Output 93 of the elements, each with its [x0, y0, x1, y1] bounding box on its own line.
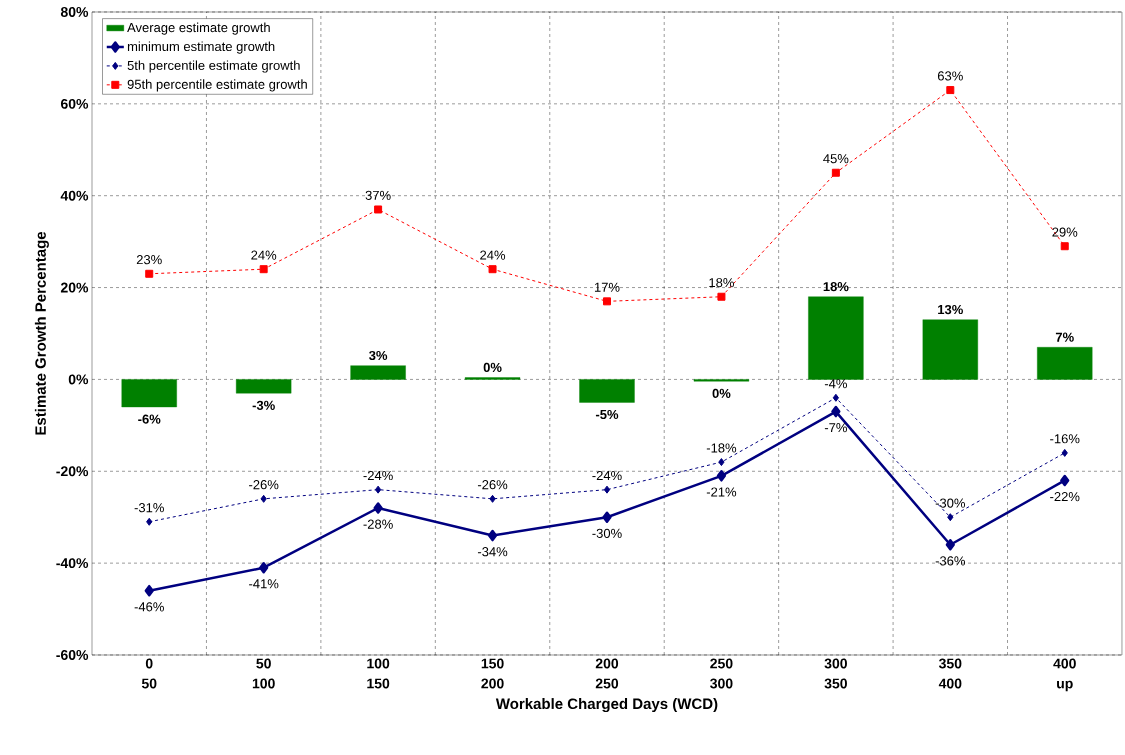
- bar: [1037, 347, 1093, 380]
- data-label: -28%: [363, 519, 393, 529]
- point: [946, 86, 955, 95]
- point: [945, 539, 955, 551]
- point: [717, 292, 726, 301]
- data-label: 18%: [709, 278, 734, 288]
- point: [374, 485, 382, 494]
- point: [488, 265, 497, 274]
- data-label: 18%: [823, 282, 849, 292]
- y-tick-label: -20%: [56, 466, 89, 477]
- data-label: -46%: [134, 602, 164, 612]
- bar: [579, 379, 635, 403]
- point: [487, 529, 498, 542]
- point: [718, 458, 725, 467]
- data-label: -24%: [363, 470, 393, 481]
- y-tick-label: 80%: [60, 7, 89, 17]
- data-label: -36%: [935, 556, 966, 566]
- data-label: -26%: [477, 480, 508, 490]
- x-tick-label: 50 100: [252, 658, 275, 689]
- data-label: -18%: [706, 443, 737, 453]
- point: [489, 494, 496, 503]
- x-tick-label: 150 200: [481, 658, 504, 689]
- point: [146, 517, 153, 526]
- x-tick-label: 200 250: [595, 658, 619, 689]
- y-tick-label: 0%: [68, 374, 89, 385]
- data-label: -26%: [249, 480, 279, 490]
- bar: [121, 379, 177, 408]
- data-label: -30%: [592, 528, 622, 538]
- bar: [808, 296, 864, 380]
- data-label: 3%: [369, 350, 388, 361]
- point: [259, 265, 268, 274]
- data-label: -21%: [706, 487, 737, 497]
- point: [259, 561, 269, 574]
- data-label: -7%: [824, 423, 847, 433]
- point: [716, 470, 727, 482]
- data-label: 37%: [365, 190, 391, 200]
- data-label: 13%: [938, 304, 963, 315]
- data-label: 24%: [251, 250, 277, 260]
- data-label: -16%: [1050, 434, 1080, 444]
- x-tick-label: 300 350: [824, 658, 847, 689]
- x-tick-label: 0 50: [141, 658, 157, 689]
- data-label: -3%: [252, 400, 275, 410]
- data-label: 7%: [1055, 332, 1074, 342]
- data-label: 17%: [594, 282, 620, 292]
- x-axis-title: Workable Charged Days (WCD): [495, 698, 718, 713]
- data-label: 0%: [712, 388, 731, 398]
- data-label: -31%: [134, 503, 164, 513]
- y-tick-label: 40%: [60, 190, 89, 201]
- point: [602, 511, 612, 523]
- point: [144, 584, 154, 597]
- point: [145, 269, 154, 278]
- x-tick-label: 250 300: [710, 658, 733, 689]
- data-label: -6%: [138, 414, 161, 424]
- data-label: -5%: [595, 409, 619, 420]
- y-tick-label: -40%: [56, 558, 89, 569]
- x-tick-label: 100 150: [367, 658, 390, 689]
- y-tick-label: 60%: [60, 98, 89, 109]
- y-tick-label: 20%: [60, 282, 89, 293]
- x-tick-label: 350 400: [938, 658, 962, 689]
- data-label: -24%: [592, 470, 622, 481]
- point: [1061, 448, 1068, 457]
- data-label: -41%: [249, 579, 279, 589]
- data-label: 45%: [823, 154, 849, 164]
- point: [603, 485, 611, 494]
- point: [602, 297, 611, 306]
- point: [947, 513, 954, 522]
- data-label: 63%: [937, 71, 963, 81]
- point: [1060, 474, 1070, 487]
- bar: [350, 365, 406, 380]
- data-label: -22%: [1050, 491, 1080, 502]
- point: [1060, 242, 1069, 251]
- point: [831, 405, 841, 418]
- legend-label: minimum estimate growth: [127, 41, 275, 54]
- data-label: -4%: [824, 379, 847, 389]
- data-label: 0%: [483, 362, 502, 373]
- data-label: 24%: [480, 250, 506, 260]
- bar: [236, 379, 292, 394]
- y-axis-title: Estimate Growth Percentage: [34, 231, 49, 435]
- data-label: 23%: [136, 255, 162, 265]
- legend-label: 95th percentile estimate growth: [127, 79, 307, 92]
- legend-label: 5th percentile estimate growth: [127, 60, 300, 73]
- y-tick-label: -60%: [56, 650, 89, 660]
- point: [374, 205, 383, 214]
- legend-label: Average estimate growth: [127, 22, 270, 35]
- point: [373, 502, 383, 514]
- data-label: -34%: [477, 547, 508, 557]
- data-label: -30%: [935, 498, 966, 508]
- bar: [922, 319, 978, 380]
- x-tick-label: 400 up: [1053, 658, 1076, 692]
- point: [260, 494, 267, 503]
- data-label: 29%: [1052, 227, 1078, 237]
- point: [832, 393, 839, 402]
- point: [831, 168, 840, 177]
